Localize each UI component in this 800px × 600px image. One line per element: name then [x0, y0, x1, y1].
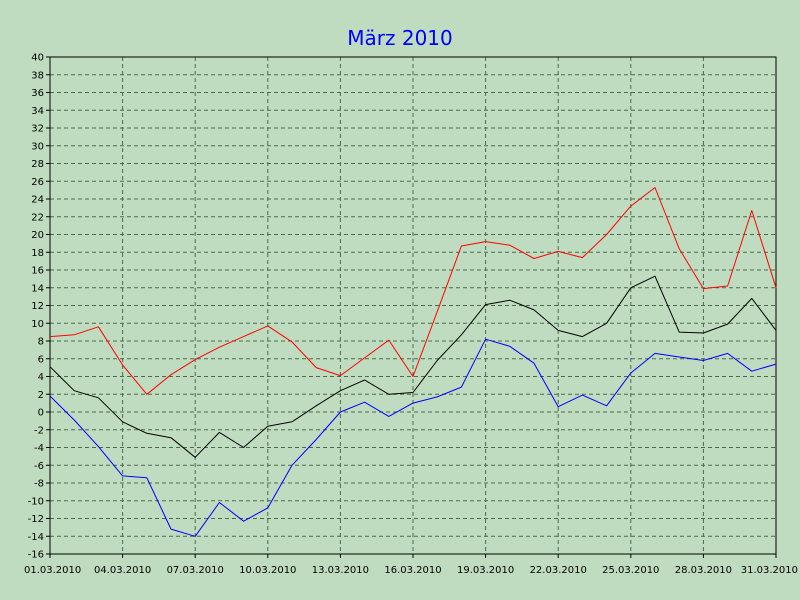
- x-tick-label: 25.03.2010: [602, 565, 659, 576]
- y-tick-label: 8: [38, 337, 44, 348]
- y-axis-ticks: 4038363432302826242220181614121086420-2-…: [28, 53, 50, 561]
- x-tick-label: 01.03.2010: [24, 565, 81, 576]
- y-tick-label: -14: [28, 532, 44, 543]
- y-tick-label: 34: [31, 106, 44, 117]
- y-tick-label: 24: [31, 195, 44, 206]
- chart-title: März 2010: [347, 26, 453, 50]
- y-tick-label: 40: [31, 53, 44, 64]
- y-tick-label: 4: [38, 372, 44, 383]
- y-tick-label: 26: [31, 177, 44, 188]
- y-tick-label: 10: [31, 319, 44, 330]
- y-tick-label: 2: [38, 390, 44, 401]
- x-axis-ticks: 01.03.2010 04.03.2010 07.03.2010 10.03.2010…: [24, 554, 798, 576]
- y-tick-label: -10: [28, 496, 44, 507]
- x-tick-label: 19.03.2010: [457, 565, 514, 576]
- y-tick-label: 32: [31, 124, 44, 135]
- x-tick-label: 16.03.2010: [384, 565, 441, 576]
- y-tick-label: 28: [31, 159, 44, 170]
- y-tick-label: 22: [31, 212, 44, 223]
- y-tick-label: -12: [28, 514, 44, 525]
- y-tick-label: 6: [38, 354, 44, 365]
- y-tick-label: 14: [31, 283, 44, 294]
- series-line-2: [49, 275, 777, 458]
- x-tick-label: 28.03.2010: [675, 565, 732, 576]
- x-tick-label: 10.03.2010: [239, 565, 296, 576]
- y-tick-label: 12: [31, 301, 44, 312]
- series-line-3: [49, 338, 777, 537]
- y-tick-label: 38: [31, 70, 44, 81]
- y-tick-label: -8: [34, 479, 44, 490]
- y-tick-label: 16: [31, 266, 44, 277]
- y-tick-label: -16: [28, 550, 44, 561]
- series-layer: [49, 187, 777, 537]
- x-tick-label: 13.03.2010: [312, 565, 369, 576]
- y-tick-label: -2: [34, 425, 44, 436]
- y-tick-label: 30: [31, 141, 44, 152]
- y-tick-label: -6: [34, 461, 44, 472]
- y-tick-label: 20: [31, 230, 44, 241]
- x-tick-label: 04.03.2010: [94, 565, 151, 576]
- y-tick-label: -4: [34, 443, 44, 454]
- x-tick-label: 22.03.2010: [530, 565, 587, 576]
- series-line-1: [49, 187, 777, 395]
- x-tick-label: 31.03.2010: [741, 565, 798, 576]
- y-tick-label: 18: [31, 248, 44, 259]
- y-tick-label: 0: [38, 408, 44, 419]
- grid-layer: [50, 57, 776, 554]
- x-tick-label: 07.03.2010: [167, 565, 224, 576]
- y-tick-label: 36: [31, 88, 44, 99]
